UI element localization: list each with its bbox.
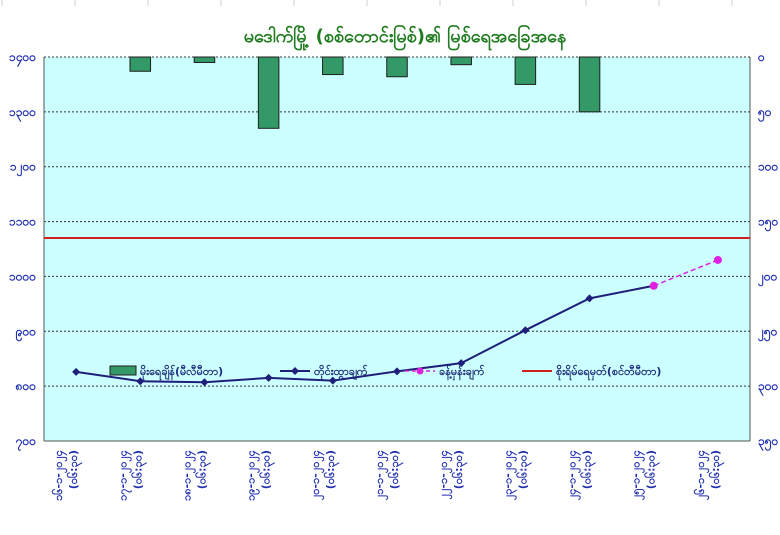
x-time-label: (၀၆:၃၀) bbox=[581, 450, 597, 489]
level-lines bbox=[44, 237, 750, 387]
x-tick-label: ၁၉-၁-၂၀၂၄ (၀၆:၃၀) bbox=[245, 450, 276, 501]
forecast-point bbox=[713, 255, 722, 264]
legend-label: ခန့်မှန်းချက် bbox=[439, 364, 485, 381]
x-date-label: ၁၉-၁-၂၀၂၄ bbox=[245, 450, 261, 501]
forecast-line bbox=[653, 259, 719, 287]
observed-point bbox=[585, 294, 594, 303]
rainfall-bar bbox=[193, 56, 216, 63]
rainfall-bar bbox=[322, 56, 344, 76]
x-date-label: ၂၁-၁-၂၀၂၄ bbox=[373, 450, 389, 500]
x-time-label: (၀၆:၃၀) bbox=[709, 450, 725, 489]
rainfall-bar bbox=[129, 56, 152, 72]
x-tick-label: ၁၈-၁-၂၀၂၄ (၀၆:၃၀) bbox=[180, 450, 211, 501]
observed-level-line bbox=[75, 284, 654, 384]
x-axis: ၁၆-၁-၂၀၂၄ (၀၆:၃၀) ၁၇-၁-၂၀၂၄ (၀၆:၃၀) ၁၈-၁-၂၀၂… bbox=[52, 450, 725, 501]
left-tick-label: ၉၀၀ bbox=[15, 324, 37, 342]
left-tick-label: ၁၃၀၀ bbox=[9, 105, 36, 123]
rainfall-bar bbox=[386, 56, 408, 78]
left-tick-label: ၇၀၀ bbox=[15, 434, 37, 452]
x-date-label: ၁၈-၁-၂၀၂၄ bbox=[180, 450, 196, 501]
observed-point bbox=[457, 359, 466, 368]
legend: မိုးရေချိန်(မီလီမီတာ) တိုင်းထွာချက် ခန့်မှ… bbox=[109, 364, 661, 381]
legend-label: တိုင်းထွာချက် bbox=[314, 364, 368, 381]
x-date-label: ၂၀-၁-၂၀၂၄ bbox=[309, 450, 325, 500]
x-date-label: ၁၆-၁-၂၀၂၄ bbox=[52, 450, 68, 501]
observed-point bbox=[264, 373, 273, 382]
x-tick-label: ၂၂-၁-၂၀၂၄ (၀၆:၃၀) bbox=[437, 450, 468, 499]
legend-label: မိုးရေချိန်(မီလီမီတာ) bbox=[140, 364, 223, 381]
legend-marker bbox=[416, 367, 424, 375]
right-tick-label: ၂၅၀ bbox=[757, 324, 778, 342]
observed-point bbox=[72, 367, 81, 376]
rainfall-bar bbox=[514, 56, 537, 85]
x-date-label: ၂၆-၁-၂၀၂၄ bbox=[694, 450, 710, 500]
rainfall-bar bbox=[450, 56, 472, 66]
x-time-label: (၀၆:၃၀) bbox=[516, 450, 532, 489]
left-tick-label: ၁၄၀၀ bbox=[9, 50, 36, 68]
x-time-label: (၀၆:၃၀) bbox=[645, 450, 661, 489]
rainfall-bar bbox=[257, 56, 280, 129]
x-date-label: ၂၅-၁-၂၀၂၄ bbox=[630, 450, 646, 500]
x-date-label: ၁၇-၁-၂၀၂၄ bbox=[116, 450, 132, 501]
right-tick-label: ၅၀ bbox=[757, 105, 772, 123]
right-tick-label: ၃၀၀ bbox=[758, 379, 779, 397]
legend-item: ခန့်မှန်းချက် bbox=[405, 364, 485, 381]
left-tick-label: ၁၂၀၀ bbox=[10, 160, 36, 178]
x-tick-label: ၂၃-၁-၂၀၂၄ (၀၆:၃၀) bbox=[501, 450, 532, 500]
legend-item: မိုးရေချိန်(မီလီမီတာ) bbox=[109, 364, 223, 381]
right-tick-label: ၃၅၀ bbox=[758, 434, 779, 452]
x-tick-label: ၂၄-၁-၂၀၂၄ (၀၆:၃၀) bbox=[566, 450, 597, 500]
x-tick-label: ၂၁-၁-၂၀၂၄ (၀၆:၃၀) bbox=[373, 450, 404, 500]
x-tick-label: ၁၇-၁-၂၀၂၄ (၀၆:၃၀) bbox=[116, 450, 147, 501]
observed-point bbox=[328, 376, 337, 385]
right-tick-label: ၁၀၀ bbox=[758, 160, 779, 174]
x-date-label: ၂၂-၁-၂၀၂၄ bbox=[437, 450, 453, 499]
x-time-label: (၀၆:၃၀) bbox=[260, 450, 276, 489]
chart-title: မဒေါက်မြို့ (စစ်တောင်းမြစ်)၏ မြစ်ရေအခြေအ… bbox=[244, 24, 567, 51]
x-time-label: (၀၆:၃၀) bbox=[324, 450, 340, 489]
left-tick-label: ၁၀၀၀ bbox=[9, 269, 36, 283]
legend-item: တိုင်းထွာချက် bbox=[280, 364, 368, 381]
x-tick-label: ၂၀-၁-၂၀၂၄ (၀၆:၃၀) bbox=[309, 450, 340, 500]
x-date-label: ၂၄-၁-၂၀၂၄ bbox=[566, 450, 582, 500]
left-tick-label: ၁၁၀၀ bbox=[9, 215, 36, 229]
legend-swatch bbox=[109, 365, 137, 376]
x-tick-label: ၂၆-၁-၂၀၂၄ (၀၆:၃၀) bbox=[694, 450, 725, 500]
x-tick-label: ၂၅-၁-၂၀၂၄ (၀၆:၃၀) bbox=[630, 450, 661, 500]
x-tick-label: ၁၆-၁-၂၀၂၄ (၀၆:၃၀) bbox=[52, 450, 83, 501]
observed-point bbox=[136, 377, 145, 386]
rainfall-bars bbox=[129, 56, 601, 129]
x-time-label: (၀၆:၃၀) bbox=[195, 450, 211, 489]
spreadsheet-gridlines bbox=[1, 0, 733, 6]
x-time-label: (၀၆:၃၀) bbox=[131, 450, 147, 489]
forecast-point bbox=[649, 281, 658, 290]
right-tick-label: ၁၅၀ bbox=[758, 215, 779, 233]
observed-point bbox=[200, 378, 209, 387]
legend-item: စိုးရိမ်ရေမှတ်(စင်တီမီတာ) bbox=[522, 364, 661, 381]
left-tick-label: ၈၀၀ bbox=[15, 379, 37, 393]
plot-area bbox=[44, 57, 750, 441]
x-time-label: (၀၆:၃၀) bbox=[67, 450, 83, 489]
right-tick-label: ၀ bbox=[757, 50, 765, 64]
x-time-label: (၀၆:၃၀) bbox=[452, 450, 468, 489]
observed-point bbox=[521, 326, 530, 335]
rainfall-bar bbox=[578, 56, 601, 113]
x-date-label: ၂၃-၁-၂၀၂၄ bbox=[501, 450, 517, 500]
x-time-label: (၀၆:၃၀) bbox=[388, 450, 404, 489]
right-tick-label: ၂၀၀ bbox=[757, 269, 778, 287]
legend-marker bbox=[291, 367, 299, 375]
observed-point bbox=[393, 367, 401, 376]
legend-label: စိုးရိမ်ရေမှတ်(စင်တီမီတာ) bbox=[556, 364, 661, 381]
